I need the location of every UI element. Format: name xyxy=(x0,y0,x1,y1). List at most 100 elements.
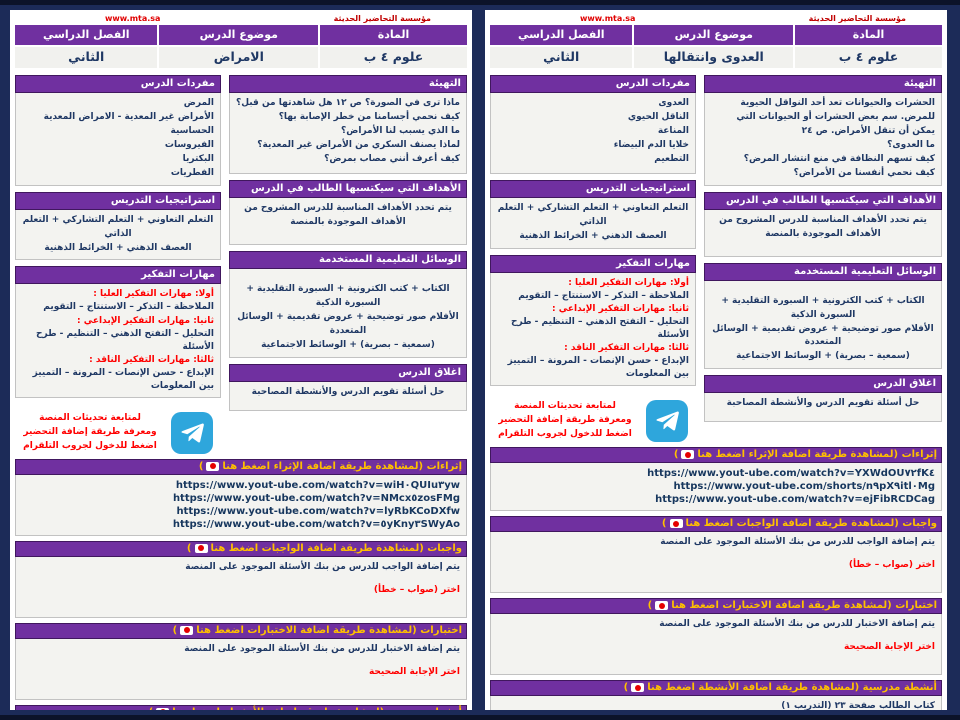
enrichment-links: https://www.yout-ube.com/watch?v=YXWdOU٧… xyxy=(490,463,942,512)
homework-header-text[interactable]: واجبات (لمشاهدة طريقة اضافة الواجبات اضغ… xyxy=(685,518,938,530)
enrichments-header-text[interactable]: إثراءات (لمشاهدة طريقة اضافة الإثراء اضغ… xyxy=(697,449,937,461)
vocabulary-line: المرض xyxy=(183,98,214,108)
telegram-block[interactable]: لمتابعة تحديثات المنصة ومعرفة طريقة إضافة… xyxy=(490,400,696,443)
enrichment-link[interactable]: https://www.yout-ube.com/watch?v=wiH٠QUI… xyxy=(175,479,460,491)
website-url[interactable]: www.mta.sa xyxy=(580,14,636,23)
aids-line: الكتاب + كتب الكترونية + السبورة التقليد… xyxy=(721,295,925,320)
tests-body: يتم إضافة الاختبار للدرس من بنك الأسئلة … xyxy=(15,638,467,700)
enrichments-header-text[interactable]: إثراءات (لمشاهدة طريقة اضافة الإثراء اضغ… xyxy=(222,460,462,472)
section-tests: اختبارات (لمشاهدة طريقة اضافة الاختبارات… xyxy=(15,622,467,700)
aids-line: الأفلام صور توضيحية + عروض تقديمية + الو… xyxy=(712,323,934,348)
intro-line: كيف نحمي أنفسنا من الأمراض؟ xyxy=(793,167,935,178)
activities-header-text[interactable]: أنشطة مدرسية (لمشاهدة طريقة اضافة الأنشط… xyxy=(647,682,937,694)
section-homework: واجبات (لمشاهدة طريقة اضافة الواجبات اضغ… xyxy=(15,540,467,618)
vocabulary-line: الحساسية xyxy=(170,125,214,136)
homework-header[interactable]: واجبات (لمشاهدة طريقة اضافة الواجبات اضغ… xyxy=(15,540,467,557)
activities-header[interactable]: أنشطة مدرسية (لمشاهدة طريقة اضافة الأنشط… xyxy=(15,704,467,710)
section-teaching-aids: الوسائل التعليمية المستخدمة الكتاب + كتب… xyxy=(704,262,942,370)
activities-header-close: ) xyxy=(623,682,629,694)
section-goals: الأهداف التي سيكتسبها الطالب في الدرس يت… xyxy=(704,191,942,257)
intro-line: لماذا يصنف السكري من الأمراض غير المعدية… xyxy=(257,139,460,150)
youtube-icon[interactable] xyxy=(206,461,220,471)
vocabulary-line: البكتريا xyxy=(182,153,214,164)
tests-header[interactable]: اختبارات (لمشاهدة طريقة اضافة الاختبارات… xyxy=(490,598,942,615)
intro-line: ماذا ترى في الصورة؟ ص ١٢ هل شاهدتها من ق… xyxy=(235,98,460,122)
vocabulary-line: الناقل الحيوي xyxy=(627,111,689,122)
enrichment-link[interactable]: https://www.yout-ube.com/watch?v=ejFibRC… xyxy=(655,494,935,506)
youtube-icon[interactable] xyxy=(180,625,194,635)
homework-header-text[interactable]: واجبات (لمشاهدة طريقة اضافة الواجبات اضغ… xyxy=(210,542,463,554)
telegram-icon[interactable] xyxy=(645,400,688,443)
topic-header-cell: موضوع الدرس xyxy=(634,25,794,45)
section-intro: التهيئة الحشرات والحيوانات تعد أحد النوا… xyxy=(704,75,942,186)
section-thinking-skills: مهارات التفكير أولا: مهارات التفكير العل… xyxy=(15,266,221,398)
youtube-icon[interactable] xyxy=(194,543,208,553)
section-strategies: استراتيجيات التدريس التعلم التعاوني + ال… xyxy=(490,180,696,249)
youtube-icon[interactable] xyxy=(631,683,645,693)
topic-header-cell: موضوع الدرس xyxy=(159,25,319,45)
semester-value-cell: الثاني xyxy=(15,47,158,68)
aids-body: الكتاب + كتب الكترونية + السبورة التقليد… xyxy=(229,269,467,358)
enrichment-link[interactable]: https://www.yout-ube.com/watch?v=NMcx٥zo… xyxy=(172,492,460,504)
aids-body: الكتاب + كتب الكترونية + السبورة التقليد… xyxy=(704,280,942,370)
enrichments-header[interactable]: إثراءات (لمشاهدة طريقة اضافة الإثراء اضغ… xyxy=(490,447,942,464)
youtube-icon[interactable] xyxy=(156,707,170,710)
thinking-skills-line: ثالثا: مهارات التفكير الناقد : xyxy=(89,354,214,365)
thinking-skills-title: مهارات التفكير xyxy=(490,254,696,273)
enrichments-header[interactable]: إثراءات (لمشاهدة طريقة اضافة الإثراء اضغ… xyxy=(15,458,467,475)
section-school-activities: أنشطة مدرسية (لمشاهدة طريقة اضافة الأنشط… xyxy=(490,680,942,710)
page-top-line: www.mta.sa مؤسسة التحاضير الحديثة xyxy=(15,12,467,25)
telegram-caption-line[interactable]: ومعرفة طريقة إضافة التحضير xyxy=(498,415,632,426)
worksheet-page: www.mta.sa مؤسسة التحاضير الحديثة المادة… xyxy=(485,10,947,710)
homework-header[interactable]: واجبات (لمشاهدة طريقة اضافة الواجبات اضغ… xyxy=(490,516,942,533)
thinking-skills-line: التحليل – التفتح الذهني – التنظيم - طرح … xyxy=(510,316,689,340)
telegram-caption-line[interactable]: لمتابعة تحديثات المنصة xyxy=(514,401,616,412)
vocabulary-line: خلايا الدم البيضاء xyxy=(613,139,689,150)
thinking-skills-body: أولا: مهارات التفكير العليا : الملاحظة – … xyxy=(15,284,221,398)
telegram-caption-line[interactable]: لمتابعة تحديثات المنصة xyxy=(39,412,141,423)
topic-value-cell: العدوى وانتقالها xyxy=(634,47,794,68)
youtube-icon[interactable] xyxy=(655,601,669,611)
two-column-area: التهيئة الحشرات والحيوانات تعد أحد النوا… xyxy=(490,75,942,443)
tests-header-close: ) xyxy=(647,600,653,612)
intro-body: ماذا ترى في الصورة؟ ص ١٢ هل شاهدتها من ق… xyxy=(229,93,467,174)
activities-header-text[interactable]: أنشطة مدرسية (لمشاهدة طريقة اضافة الأنشط… xyxy=(172,707,462,710)
aids-line: (سمعية – بصرية) + الوسائط الاجتماعية xyxy=(261,339,435,350)
youtube-icon[interactable] xyxy=(669,519,683,529)
telegram-icon[interactable] xyxy=(170,411,213,454)
telegram-caption-line[interactable]: ومعرفة طريقة إضافة التحضير xyxy=(23,426,157,437)
tests-header[interactable]: اختبارات (لمشاهدة طريقة اضافة الاختبارات… xyxy=(15,622,467,639)
tests-note: اختر الإجابة الصحيحة xyxy=(368,666,460,677)
telegram-caption[interactable]: لمتابعة تحديثات المنصة ومعرفة طريقة إضافة… xyxy=(23,412,157,454)
telegram-block[interactable]: لمتابعة تحديثات المنصة ومعرفة طريقة إضافة… xyxy=(15,411,221,454)
thinking-skills-line: ثانيا: مهارات التفكير الإبداعي : xyxy=(77,315,214,326)
intro-line: الحشرات والحيوانات تعد أحد النواقل الحيو… xyxy=(736,98,935,136)
telegram-caption[interactable]: لمتابعة تحديثات المنصة ومعرفة طريقة إضافة… xyxy=(498,400,632,442)
vocabulary-line: الفيروسات xyxy=(164,139,214,150)
strategy-line: العصف الذهني + الخرائط الذهنية xyxy=(519,230,667,241)
lesson-info-table: المادة موضوع الدرس الفصل الدراسي علوم ٤ … xyxy=(15,25,467,68)
telegram-caption-line[interactable]: اضغط للدخول لجروب التلقرام xyxy=(498,429,632,440)
website-url[interactable]: www.mta.sa xyxy=(105,14,161,23)
homework-body: يتم إضافة الواجب للدرس من بنك الأسئلة ال… xyxy=(15,556,467,618)
tests-header-text[interactable]: اختبارات (لمشاهدة طريقة اضافة الاختبارات… xyxy=(196,624,462,636)
strategy-line: التعلم التعاوني + التعلم التشاركي + التع… xyxy=(22,214,214,239)
enrichment-link[interactable]: https://www.yout-ube.com/watch?v=YXWdOU٧… xyxy=(647,468,935,480)
activities-header-close: ) xyxy=(149,707,154,710)
closing-title: اغلاق الدرس xyxy=(704,375,942,394)
enrichment-link[interactable]: https://www.yout-ube.com/watch?v=٥yKny٣S… xyxy=(172,518,460,530)
enrichment-link[interactable]: https://www.yout-ube.com/watch?v=lyRbKCo… xyxy=(176,505,460,517)
enrichment-link[interactable]: https://www.yout-ube.com/shorts/n٩pX٩itl… xyxy=(673,481,935,493)
activities-header[interactable]: أنشطة مدرسية (لمشاهدة طريقة اضافة الأنشط… xyxy=(490,680,942,697)
section-thinking-skills: مهارات التفكير أولا: مهارات التفكير العل… xyxy=(490,254,696,387)
telegram-caption-line[interactable]: اضغط للدخول لجروب التلقرام xyxy=(23,440,157,451)
tests-header-text[interactable]: اختبارات (لمشاهدة طريقة اضافة الاختبارات… xyxy=(671,600,937,612)
strategies-body: التعلم التعاوني + التعلم التشاركي + التع… xyxy=(15,209,221,261)
org-name: مؤسسة التحاضير الحديثة xyxy=(333,14,431,23)
thinking-skills-line: أولا: مهارات التفكير العليا : xyxy=(93,289,214,300)
homework-header-close: ) xyxy=(186,542,192,554)
section-homework: واجبات (لمشاهدة طريقة اضافة الواجبات اضغ… xyxy=(490,516,942,594)
page-top-line: www.mta.sa مؤسسة التحاضير الحديثة xyxy=(490,12,942,25)
youtube-icon[interactable] xyxy=(681,450,695,460)
